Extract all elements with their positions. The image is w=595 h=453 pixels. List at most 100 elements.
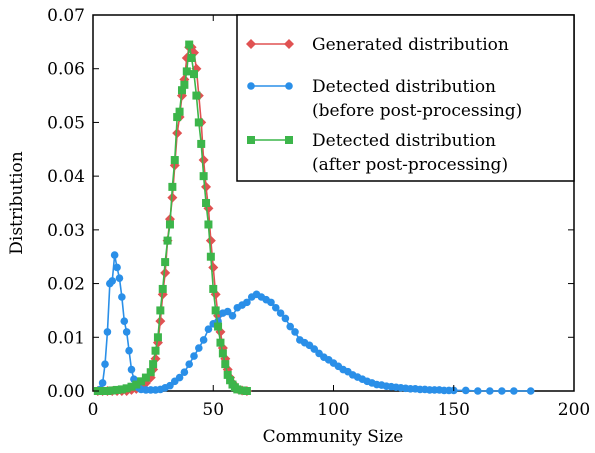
series-2-point — [526, 387, 535, 395]
series-3-point — [170, 156, 179, 165]
series-3-point — [173, 113, 182, 122]
series-2-point — [103, 328, 112, 336]
legend-marker — [285, 136, 293, 144]
x-tick-label: 0 — [88, 400, 99, 420]
series-3-point — [209, 284, 218, 293]
series-3-point — [187, 53, 196, 62]
series-2-point — [185, 360, 193, 368]
x-tick-label: 100 — [317, 400, 349, 420]
series-3-point — [204, 220, 213, 229]
legend: Generated distribution Detected distribut… — [236, 14, 575, 182]
series-3-point — [211, 306, 220, 315]
series-2-point — [118, 293, 126, 301]
y-tick-label: 0.02 — [47, 275, 85, 295]
series-2-point — [281, 314, 290, 323]
series-2-point — [110, 251, 119, 259]
series-3-point — [221, 360, 230, 369]
series-2-point — [127, 365, 136, 374]
legend-label: (before post-processing) — [312, 101, 522, 121]
series-3-point — [117, 385, 126, 394]
series-3-point — [185, 40, 194, 49]
series-3-point — [132, 380, 141, 389]
series-layer — [92, 40, 535, 396]
y-tick-label: 0.01 — [47, 328, 85, 348]
series-2-point — [113, 263, 121, 272]
series-1-point — [172, 128, 183, 139]
y-tick-label: 0.05 — [47, 113, 85, 133]
series-1-point — [160, 267, 171, 278]
series-3-point — [156, 306, 165, 315]
series-2-point — [271, 303, 280, 312]
series-2-point — [180, 368, 189, 377]
series-3-point — [137, 377, 146, 386]
series-3-point — [113, 385, 122, 394]
series-3-point — [122, 384, 131, 393]
series-3-point — [216, 338, 225, 347]
series-2-point — [498, 387, 506, 395]
series-1-point — [205, 235, 216, 246]
series-2-point — [486, 387, 494, 395]
series-3-point — [206, 252, 215, 261]
legend-entry-1: Generated distribution — [246, 35, 509, 55]
x-tick-label: 50 — [202, 400, 224, 420]
legend-marker — [247, 136, 255, 144]
legend-marker — [284, 39, 294, 49]
series-2-point — [195, 344, 203, 352]
series-3-point — [103, 387, 112, 395]
series-3-point — [153, 333, 162, 342]
legend-entry-3: Detected distribution (after post-process… — [247, 131, 508, 175]
series-3-point — [182, 67, 191, 76]
series-2-point — [291, 328, 299, 336]
y-axis-title: Distribution — [7, 151, 27, 255]
series-2-point — [190, 352, 198, 360]
series-3-point — [238, 386, 247, 395]
series-3-point — [233, 385, 242, 394]
y-tick-label: 0.04 — [47, 167, 85, 187]
series-2-point — [228, 312, 237, 320]
tick-layer: 0 50 100 150 200 0.00 0.01 0.02 0.03 0.04 0.05 0.06… — [47, 6, 590, 420]
x-tick-label: 150 — [438, 400, 470, 420]
series-3-point — [194, 118, 203, 127]
series-1-point — [208, 262, 219, 273]
y-tick-label: 0.07 — [47, 6, 85, 26]
legend-label: Detected distribution — [312, 77, 496, 97]
series-2-point — [115, 274, 124, 283]
series-2-point — [175, 373, 184, 382]
series-3-point — [192, 91, 201, 100]
series-2-point — [120, 317, 129, 325]
series-3-point — [180, 80, 189, 89]
series-3-point — [165, 220, 174, 229]
series-2-point — [108, 277, 117, 285]
series-3-point — [108, 386, 117, 395]
legend-entry-2: Detected distribution (before post-proces… — [247, 77, 522, 121]
series-1-point — [201, 181, 212, 192]
series-3-point — [177, 86, 186, 95]
series-3-point — [214, 322, 223, 331]
x-axis-title: Community Size — [263, 427, 404, 447]
series-1 — [92, 42, 252, 396]
series-3-point — [98, 387, 107, 395]
series-3-point — [163, 236, 172, 245]
series-2-point — [101, 360, 109, 368]
series-2-point — [199, 336, 208, 344]
series-2-point — [461, 386, 470, 395]
series-3-point — [146, 368, 155, 377]
series-2-point — [276, 309, 285, 317]
series-3-point — [175, 107, 184, 116]
legend-label: (after post-processing) — [312, 155, 508, 175]
series-2-point — [125, 346, 133, 355]
series-3-point — [226, 376, 235, 385]
series-3-point — [149, 360, 158, 369]
series-2-point — [243, 298, 251, 307]
series-2-point — [98, 379, 107, 387]
series-2-point — [286, 322, 295, 331]
series-1-point — [198, 155, 209, 166]
series-3-point — [127, 382, 136, 391]
y-tick-label: 0.03 — [47, 221, 85, 241]
series-3-point — [242, 387, 251, 395]
x-tick-label: 200 — [558, 400, 590, 420]
series-2-point — [474, 387, 482, 395]
legend-label: Detected distribution — [312, 131, 496, 151]
series-3-point — [197, 139, 206, 148]
